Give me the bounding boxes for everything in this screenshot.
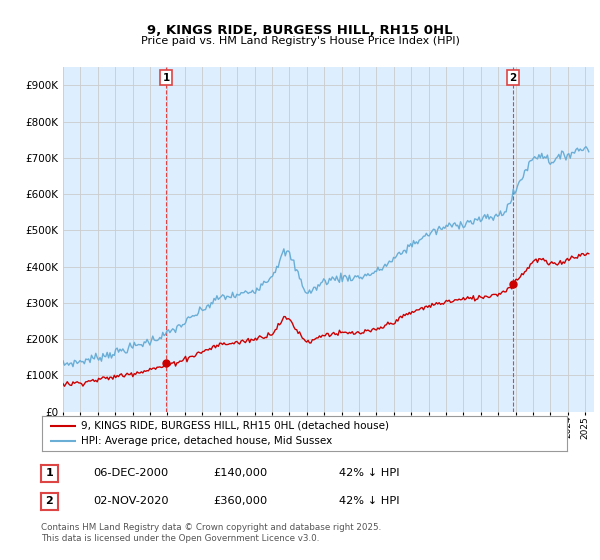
Text: Contains HM Land Registry data © Crown copyright and database right 2025.
This d: Contains HM Land Registry data © Crown c… [41,524,381,543]
Text: HPI: Average price, detached house, Mid Sussex: HPI: Average price, detached house, Mid … [82,436,332,446]
Text: 9, KINGS RIDE, BURGESS HILL, RH15 0HL (detached house): 9, KINGS RIDE, BURGESS HILL, RH15 0HL (d… [82,421,389,431]
Text: £360,000: £360,000 [213,496,267,506]
Text: 42% ↓ HPI: 42% ↓ HPI [339,468,400,478]
Text: 02-NOV-2020: 02-NOV-2020 [93,496,169,506]
Text: 2: 2 [46,496,53,506]
Text: Price paid vs. HM Land Registry's House Price Index (HPI): Price paid vs. HM Land Registry's House … [140,36,460,46]
Text: 2: 2 [509,73,517,82]
Text: £140,000: £140,000 [213,468,267,478]
Text: 06-DEC-2000: 06-DEC-2000 [93,468,168,478]
Text: 1: 1 [46,468,53,478]
Text: 42% ↓ HPI: 42% ↓ HPI [339,496,400,506]
Text: 9, KINGS RIDE, BURGESS HILL, RH15 0HL: 9, KINGS RIDE, BURGESS HILL, RH15 0HL [147,24,453,38]
Text: 1: 1 [163,73,170,82]
